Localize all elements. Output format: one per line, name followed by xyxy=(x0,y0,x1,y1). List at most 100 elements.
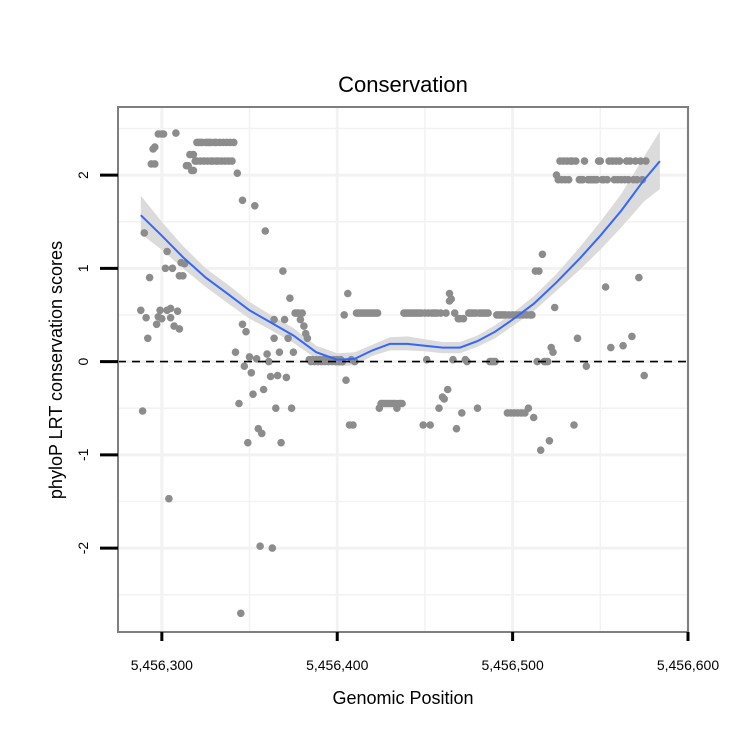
data-point xyxy=(573,334,582,343)
y-tick-label: -2 xyxy=(75,542,91,555)
data-point xyxy=(165,494,173,503)
data-point xyxy=(251,202,259,210)
data-point xyxy=(277,438,285,447)
x-axis-label: Genomic Position xyxy=(332,688,473,708)
x-tick-label: 5,456,500 xyxy=(481,657,543,673)
data-point xyxy=(533,357,541,366)
data-point xyxy=(137,306,145,315)
data-point xyxy=(601,283,610,291)
smooth-line xyxy=(140,160,661,361)
y-tick-label: 0 xyxy=(75,357,91,365)
data-point xyxy=(259,385,268,394)
data-point xyxy=(279,267,287,275)
data-point xyxy=(235,399,243,408)
y-axis-label: phyloP LRT conservation scores xyxy=(46,241,66,499)
data-point xyxy=(261,227,270,235)
data-point xyxy=(265,357,273,366)
data-point xyxy=(538,250,547,259)
data-point xyxy=(145,273,154,282)
data-point xyxy=(579,175,587,184)
data-point xyxy=(238,196,247,205)
data-point xyxy=(242,327,250,336)
data-point xyxy=(459,314,468,323)
data-point xyxy=(398,399,406,408)
data-point xyxy=(529,413,538,422)
data-point xyxy=(593,175,601,184)
data-point xyxy=(447,295,456,303)
confidence-band-layer xyxy=(140,131,660,367)
data-point xyxy=(245,353,254,361)
data-point xyxy=(607,343,615,352)
data-point xyxy=(491,357,499,366)
data-point xyxy=(180,259,189,268)
data-point xyxy=(373,309,382,317)
data-point xyxy=(287,404,296,413)
data-point xyxy=(151,160,159,168)
data-point xyxy=(440,395,449,403)
grid xyxy=(118,107,690,632)
confidence-band xyxy=(140,131,660,367)
data-point xyxy=(640,371,648,380)
data-point xyxy=(158,314,166,323)
data-point xyxy=(570,421,578,429)
data-point xyxy=(603,175,612,184)
y-tick-label: -1 xyxy=(75,448,91,461)
data-point xyxy=(268,544,277,552)
data-point xyxy=(633,175,641,184)
data-point xyxy=(450,309,459,317)
data-point xyxy=(238,320,247,329)
data-point xyxy=(635,273,643,282)
x-tick-label: 5,456,300 xyxy=(131,657,193,673)
data-point xyxy=(161,264,170,273)
data-point xyxy=(280,315,289,324)
data-point xyxy=(270,315,278,324)
x-tick-label: 5,456,400 xyxy=(306,657,368,673)
data-point xyxy=(142,313,150,322)
data-point xyxy=(151,143,159,151)
data-point xyxy=(452,424,461,433)
data-point xyxy=(524,404,533,413)
data-point xyxy=(550,303,559,312)
data-point xyxy=(349,421,357,429)
y-axis: 2 1 0 -1 -2 xyxy=(75,171,118,554)
data-point xyxy=(273,371,282,380)
data-point xyxy=(549,348,557,357)
data-point xyxy=(572,157,580,165)
data-point xyxy=(619,341,627,350)
data-point xyxy=(535,267,543,275)
data-point xyxy=(463,357,471,366)
data-point xyxy=(624,175,633,184)
data-point xyxy=(626,157,634,165)
data-point xyxy=(138,407,147,415)
data-point xyxy=(179,272,187,280)
data-point xyxy=(298,309,307,317)
data-point xyxy=(272,404,280,413)
data-point xyxy=(270,334,278,343)
data-point xyxy=(233,169,242,177)
data-point xyxy=(172,129,180,137)
data-point xyxy=(231,348,240,357)
data-point xyxy=(442,309,450,317)
data-point xyxy=(344,289,352,298)
data-point xyxy=(419,421,428,429)
data-point xyxy=(638,175,647,184)
data-point xyxy=(628,332,636,341)
data-point xyxy=(642,157,650,165)
data-point xyxy=(300,322,308,330)
data-point xyxy=(580,157,589,165)
panel-border xyxy=(117,106,689,633)
data-point xyxy=(275,348,284,357)
smooth-line-layer xyxy=(140,160,661,361)
data-point xyxy=(615,157,624,165)
data-point xyxy=(545,437,554,445)
data-point xyxy=(340,311,349,319)
data-point xyxy=(564,175,573,184)
data-point xyxy=(582,362,591,371)
data-point xyxy=(159,130,168,138)
data-point xyxy=(303,334,312,343)
data-point xyxy=(166,313,175,322)
y-tick-label: 2 xyxy=(75,171,91,179)
data-point xyxy=(266,372,275,381)
data-point xyxy=(240,362,249,371)
